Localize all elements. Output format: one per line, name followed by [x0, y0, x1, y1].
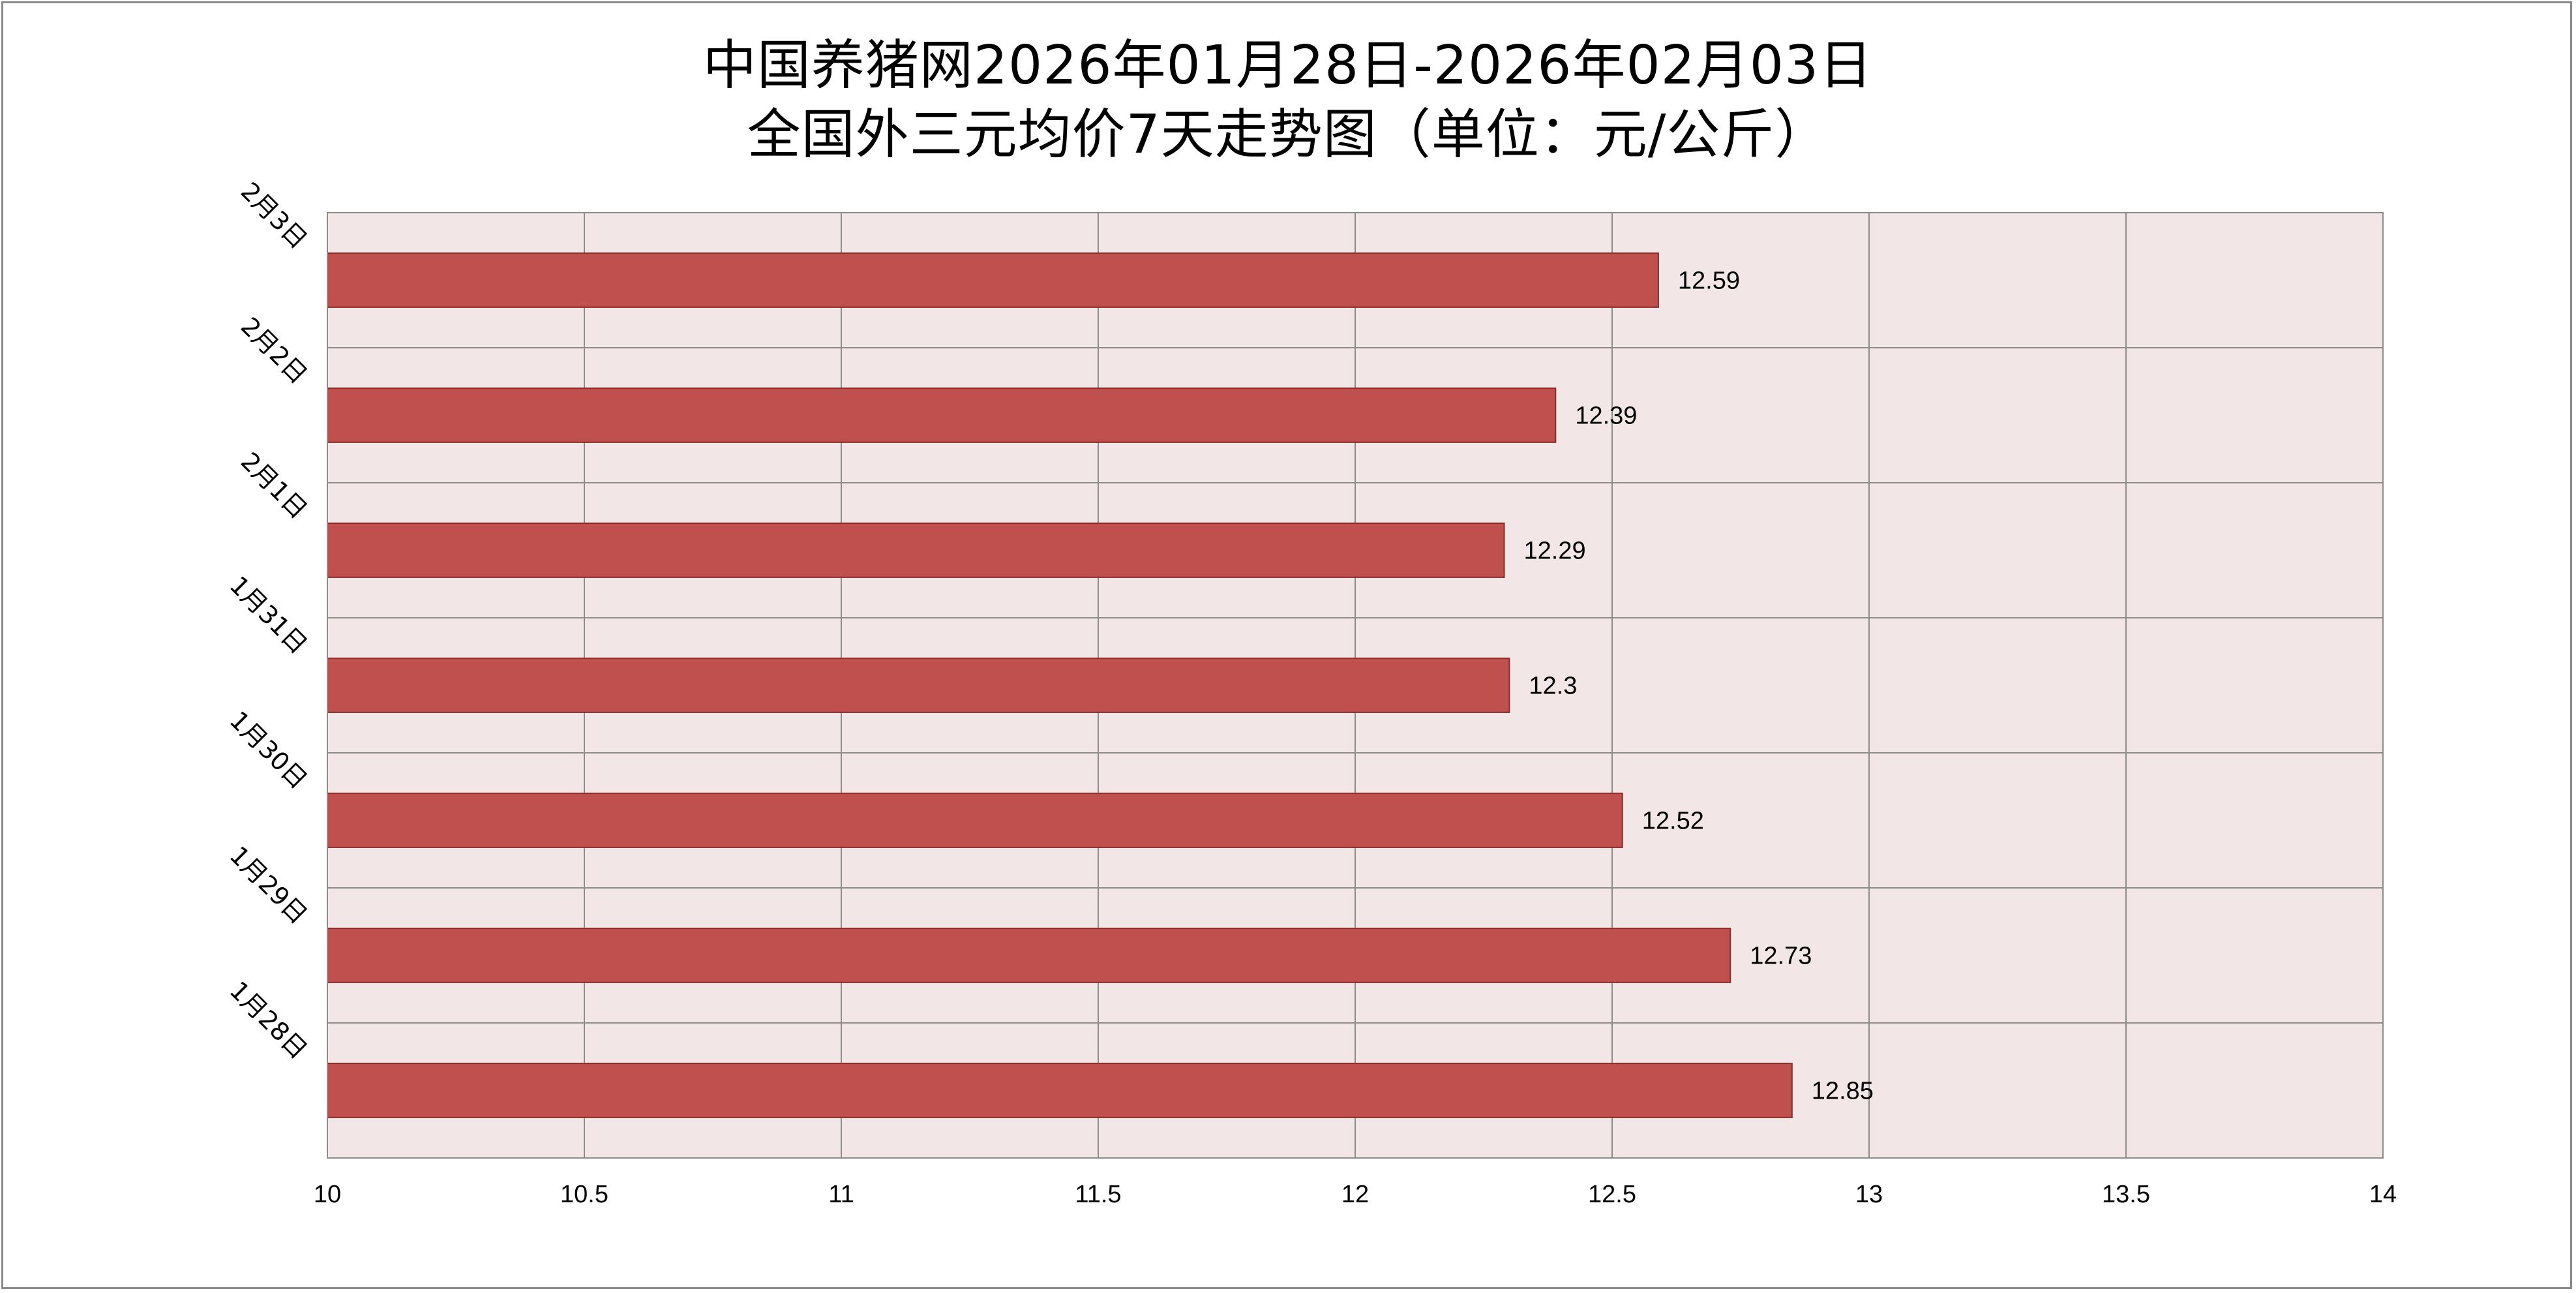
x-tick-label: 10.5: [560, 1181, 608, 1208]
x-tick-label: 13: [1855, 1181, 1883, 1208]
y-tick-label: 1月31日: [224, 571, 313, 660]
bar: [327, 523, 1505, 578]
x-tick-label: 12.5: [1588, 1181, 1636, 1208]
y-axis-ticks: 2月3日 2月2日 2月1日 1月31日 1月30日 1月29日 1月28日: [224, 177, 313, 1065]
x-tick-label: 12: [1341, 1181, 1369, 1208]
y-tick-label: 2月1日: [235, 447, 313, 525]
data-label: 12.85: [1812, 1078, 1874, 1105]
y-tick-label: 1月29日: [224, 841, 313, 930]
x-axis-ticks: 10 10.5 11 11.5 12 12.5 13 13.5 14: [314, 1181, 2397, 1208]
horizontal-gridlines: [327, 347, 2383, 1024]
data-label: 12.3: [1529, 673, 1577, 700]
bar: [327, 252, 1659, 308]
data-label: 12.59: [1678, 267, 1740, 295]
data-label: 12.39: [1575, 403, 1637, 430]
data-label: 12.52: [1642, 808, 1704, 835]
y-tick-label: 2月2日: [235, 312, 313, 389]
bar: [327, 658, 1510, 713]
bar: [327, 928, 1731, 983]
plot-border: [327, 212, 2384, 1159]
x-tick-label: 10: [314, 1181, 341, 1208]
data-label: 12.29: [1524, 538, 1586, 565]
x-tick-label: 13.5: [2102, 1181, 2150, 1208]
x-tick-label: 14: [2369, 1181, 2397, 1208]
bar: [327, 793, 1623, 848]
data-labels: 12.59 12.39 12.29 12.3 12.52 12.73 12.85: [1524, 267, 1874, 1105]
x-tick-label: 11.5: [1075, 1181, 1121, 1208]
chart-title-line-1: 中国养猪网2026年01月28日-2026年02月03日: [702, 35, 1874, 97]
y-tick-label: 2月3日: [235, 177, 313, 254]
data-label: 12.73: [1750, 943, 1812, 970]
bar-series: [327, 252, 1793, 1118]
bar: [327, 388, 1557, 443]
x-tick-label: 11: [828, 1181, 854, 1208]
chart-title: 中国养猪网2026年01月28日-2026年02月03日 全国外三元均价7天走势…: [0, 31, 2576, 170]
y-tick-label: 1月28日: [224, 976, 313, 1065]
chart-title-line-2: 全国外三元均价7天走势图（单位：元/公斤）: [747, 104, 1829, 166]
y-tick-label: 1月30日: [224, 706, 313, 795]
bar: [327, 1063, 1793, 1118]
